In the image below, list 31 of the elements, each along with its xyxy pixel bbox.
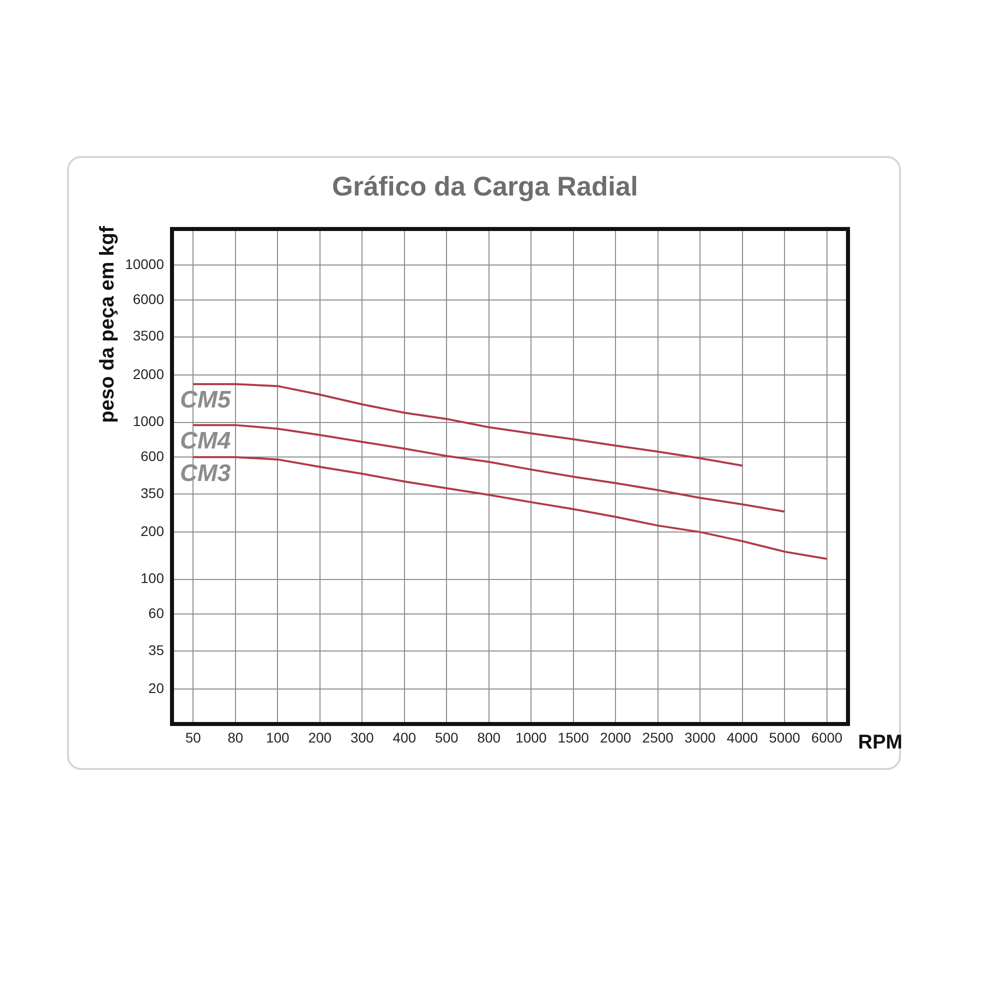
x-tick-label: 3000 [684,729,716,746]
x-tick-label: 300 [350,729,374,746]
y-tick-label: 10000 [125,256,164,272]
x-tick-label: 400 [392,729,416,746]
y-tick-label: 6000 [132,290,164,307]
x-tick-label: 50 [185,729,202,746]
x-tick-label: 800 [477,729,501,746]
x-tick-label: 2500 [642,729,674,746]
y-tick-label: 3500 [132,328,164,344]
y-tick-label: 20 [148,680,164,696]
y-axis-title: peso da peça em kgf [96,226,119,423]
x-tick-label: 5000 [769,729,800,746]
x-tick-label: 1000 [516,729,547,746]
x-tick-label: 6000 [811,729,843,746]
chart-title: Gráfico da Carga Radial [332,171,638,202]
x-axis-title: RPM [858,732,902,754]
y-tick-label: 200 [140,522,164,539]
y-tick-label: 1000 [132,413,164,430]
y-tick-label: 35 [148,642,164,658]
x-tick-label: 500 [434,729,459,746]
y-tick-label: 60 [148,605,164,622]
x-tick-label: 1500 [558,729,590,746]
x-tick-label: 100 [266,729,290,746]
x-tick-label: 2000 [600,729,632,746]
x-tick-label: 80 [228,729,244,746]
x-tick-label: 200 [308,729,332,746]
y-tick-label: 100 [140,570,164,586]
y-tick-label: 2000 [132,366,164,382]
x-tick-label: 4000 [726,729,758,746]
y-tick-label: 350 [140,484,164,501]
y-tick-label: 600 [140,448,164,464]
